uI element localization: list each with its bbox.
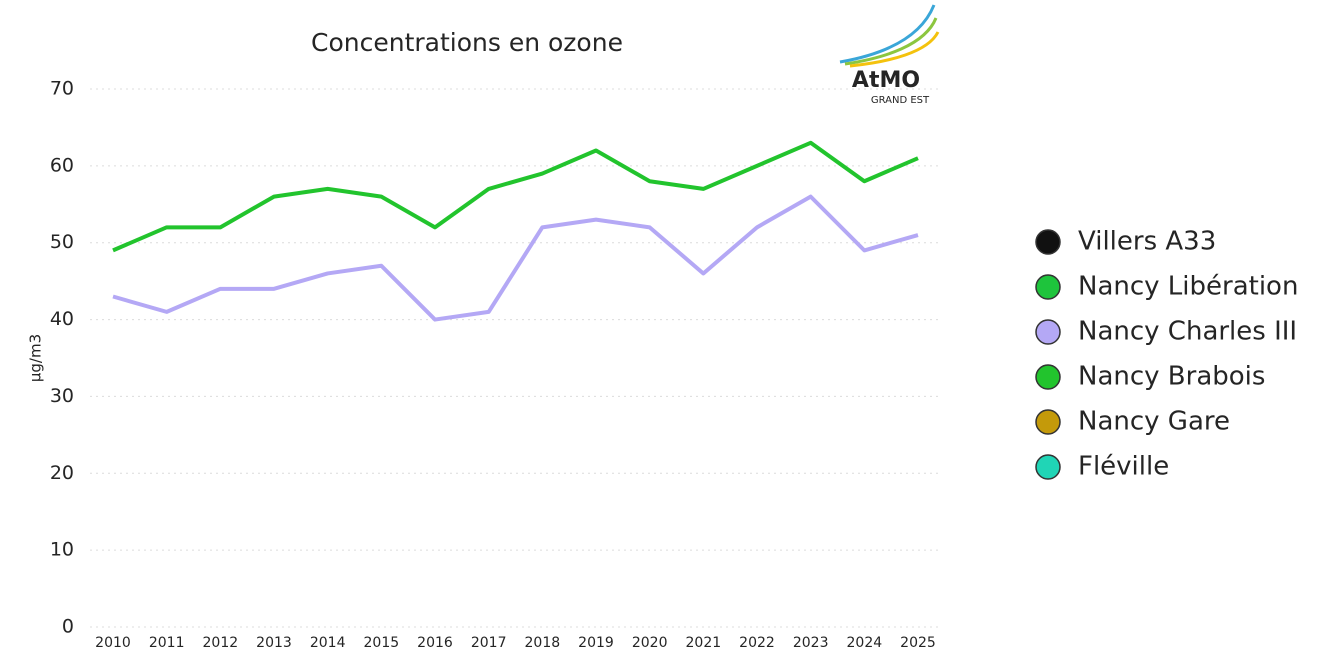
logo-subtitle: GRAND EST — [871, 95, 930, 106]
logo-swoosh — [844, 17, 938, 66]
legend-swatch — [1035, 229, 1061, 255]
x-tick-label: 2012 — [203, 635, 239, 651]
legend-label: Nancy Libération — [1078, 272, 1298, 302]
x-tick-label: 2021 — [686, 635, 722, 651]
legend-swatch — [1035, 274, 1061, 300]
logo-name: AtMO — [852, 68, 920, 93]
x-tick-label: 2020 — [632, 635, 668, 651]
legend-swatch — [1035, 364, 1061, 390]
chart-title: Concentrations en ozone — [311, 28, 623, 57]
logo-swoosh — [849, 31, 940, 68]
x-tick-label: 2018 — [525, 635, 561, 651]
x-tick-label: 2015 — [364, 635, 400, 651]
y-tick-label: 70 — [50, 78, 74, 100]
x-tick-label: 2019 — [578, 635, 614, 651]
legend-swatch — [1035, 409, 1061, 435]
legend-swatch — [1035, 454, 1061, 480]
x-tick-label: 2024 — [847, 635, 883, 651]
series-line — [112, 140, 919, 253]
series-line — [112, 194, 919, 322]
logo-swoosh — [839, 4, 936, 64]
y-tick-label: 0 — [62, 616, 74, 638]
x-tick-label: 2011 — [149, 635, 185, 651]
y-tick-label: 20 — [50, 462, 74, 484]
x-tick-label: 2023 — [793, 635, 829, 651]
logo: AtMO GRAND EST — [839, 4, 940, 106]
x-tick-label: 2010 — [95, 635, 131, 651]
y-tick-label: 60 — [50, 154, 74, 176]
x-tick-label: 2025 — [900, 635, 936, 651]
legend-label: Fléville — [1078, 452, 1169, 482]
legend-label: Villers A33 — [1078, 227, 1216, 257]
y-tick-label: 30 — [50, 385, 74, 407]
x-tick-label: 2022 — [739, 635, 775, 651]
legend-label: Nancy Charles III — [1078, 317, 1297, 347]
legend-label: Nancy Brabois — [1078, 362, 1265, 392]
legend-swatch — [1035, 319, 1061, 345]
y-tick-label: 10 — [50, 539, 74, 561]
x-tick-label: 2013 — [256, 635, 292, 651]
x-tick-label: 2016 — [417, 635, 453, 651]
x-tick-label: 2014 — [310, 635, 346, 651]
y-axis-label: µg/m3 — [27, 334, 45, 382]
legend-label: Nancy Gare — [1078, 407, 1230, 437]
y-tick-label: 40 — [50, 308, 74, 330]
y-tick-label: 50 — [50, 231, 74, 253]
x-tick-label: 2017 — [471, 635, 507, 651]
